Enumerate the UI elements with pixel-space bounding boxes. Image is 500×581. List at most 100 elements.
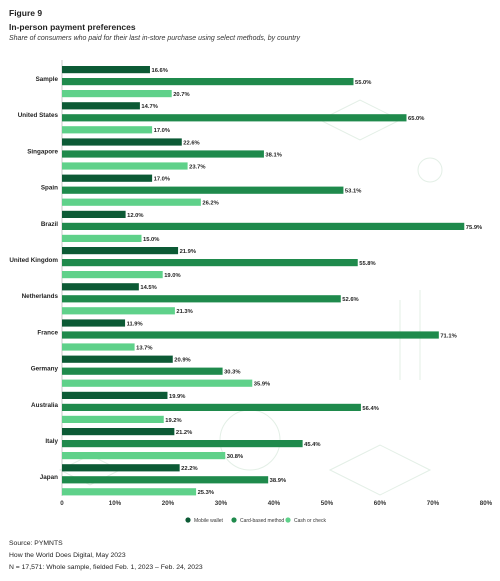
- data-label: 17.0%: [154, 128, 170, 134]
- bar: [62, 126, 153, 134]
- bar: [62, 78, 354, 86]
- data-label: 45.4%: [304, 442, 320, 448]
- data-label: 56.4%: [362, 406, 378, 412]
- category-label: Sample: [36, 76, 59, 83]
- data-label: 65.0%: [408, 116, 424, 122]
- bar: [62, 464, 180, 472]
- data-label: 55.8%: [359, 261, 375, 267]
- bar: [62, 247, 179, 255]
- x-tick-label: 50%: [321, 500, 334, 507]
- x-tick-label: 20%: [162, 500, 175, 507]
- bar: [62, 114, 407, 122]
- legend-label: Mobile wallet: [194, 518, 224, 524]
- data-label: 21.2%: [176, 430, 192, 436]
- category-label: Netherlands: [22, 293, 59, 300]
- bar: [62, 319, 126, 327]
- chart-title: In-person payment preferences: [9, 22, 136, 32]
- bar: [62, 307, 175, 315]
- data-label: 35.9%: [254, 382, 270, 388]
- bar: [62, 222, 465, 230]
- data-label: 25.3%: [198, 490, 214, 496]
- bar: [62, 403, 361, 411]
- publication-note: How the World Does Digital, May 2023: [9, 552, 126, 559]
- category-label: Italy: [45, 438, 58, 445]
- legend-label: Cash or check: [294, 518, 326, 524]
- category-label: Australia: [31, 402, 58, 409]
- bar: [62, 343, 135, 351]
- chart-subtitle: Share of consumers who paid for their la…: [9, 35, 301, 42]
- x-tick-label: 70%: [427, 500, 440, 507]
- legend-swatch: [185, 517, 191, 523]
- bar: [62, 415, 164, 423]
- bar: [62, 295, 341, 303]
- data-label: 52.6%: [342, 297, 358, 303]
- data-label: 55.0%: [355, 80, 371, 86]
- data-label: 14.5%: [140, 285, 156, 291]
- data-label: 22.6%: [183, 140, 199, 146]
- source-note: Source: PYMNTS: [9, 540, 63, 547]
- legend-label: Card-based method: [240, 518, 284, 524]
- x-tick-label: 60%: [374, 500, 387, 507]
- x-tick-label: 0: [60, 500, 64, 507]
- data-label: 38.9%: [270, 478, 286, 484]
- x-tick-label: 40%: [268, 500, 281, 507]
- bar: [62, 259, 358, 267]
- bar: [62, 138, 182, 146]
- data-label: 21.9%: [180, 249, 196, 255]
- x-tick-label: 80%: [480, 500, 493, 507]
- data-label: 19.2%: [165, 418, 181, 424]
- bar: [62, 476, 269, 484]
- bar: [62, 428, 175, 436]
- data-label: 16.6%: [151, 68, 167, 74]
- category-label: Japan: [40, 474, 58, 481]
- data-label: 30.8%: [227, 454, 243, 460]
- data-label: 15.0%: [143, 237, 159, 243]
- sample-note: N = 17,571: Whole sample, fielded Feb. 1…: [9, 564, 203, 571]
- data-label: 53.1%: [345, 189, 361, 195]
- bar: [62, 150, 264, 158]
- legend-swatch: [231, 517, 237, 523]
- bar: [62, 234, 142, 242]
- x-tick-label: 30%: [215, 500, 228, 507]
- bar: [62, 162, 188, 170]
- bar: [62, 355, 173, 363]
- bar: [62, 90, 172, 98]
- data-label: 19.9%: [169, 394, 185, 400]
- figure-label: Figure 9: [9, 8, 43, 18]
- data-label: 23.7%: [189, 164, 205, 170]
- x-tick-label: 10%: [109, 500, 122, 507]
- category-label: United States: [18, 112, 59, 119]
- bar-chart: Sample 16.6% 55.0% 20.7% United States 14.7% 6…: [9, 60, 493, 524]
- bar: [62, 198, 201, 206]
- data-label: 30.3%: [224, 370, 240, 376]
- data-label: 20.9%: [174, 358, 190, 364]
- data-label: 13.7%: [136, 345, 152, 351]
- category-label: Germany: [31, 366, 59, 373]
- category-label: Brazil: [41, 221, 58, 228]
- bar: [62, 379, 253, 387]
- data-label: 21.3%: [176, 309, 192, 315]
- bar: [62, 331, 439, 339]
- category-label: United Kingdom: [9, 257, 58, 264]
- data-label: 22.2%: [181, 466, 197, 472]
- data-label: 75.9%: [466, 225, 482, 231]
- bar: [62, 488, 197, 496]
- data-label: 71.1%: [440, 333, 456, 339]
- bar: [62, 283, 139, 291]
- data-label: 20.7%: [173, 92, 189, 98]
- bar: [62, 440, 303, 448]
- bar: [62, 271, 163, 279]
- category-label: France: [37, 329, 58, 336]
- bar: [62, 367, 223, 375]
- bar: [62, 174, 153, 182]
- bar: [62, 452, 226, 460]
- bar: [62, 186, 344, 194]
- category-label: Singapore: [27, 148, 58, 155]
- bar: [62, 66, 150, 74]
- legend-swatch: [285, 517, 291, 523]
- bar: [62, 391, 168, 399]
- data-label: 19.0%: [164, 273, 180, 279]
- data-label: 26.2%: [202, 201, 218, 207]
- data-label: 11.9%: [127, 321, 143, 327]
- data-label: 14.7%: [141, 104, 157, 110]
